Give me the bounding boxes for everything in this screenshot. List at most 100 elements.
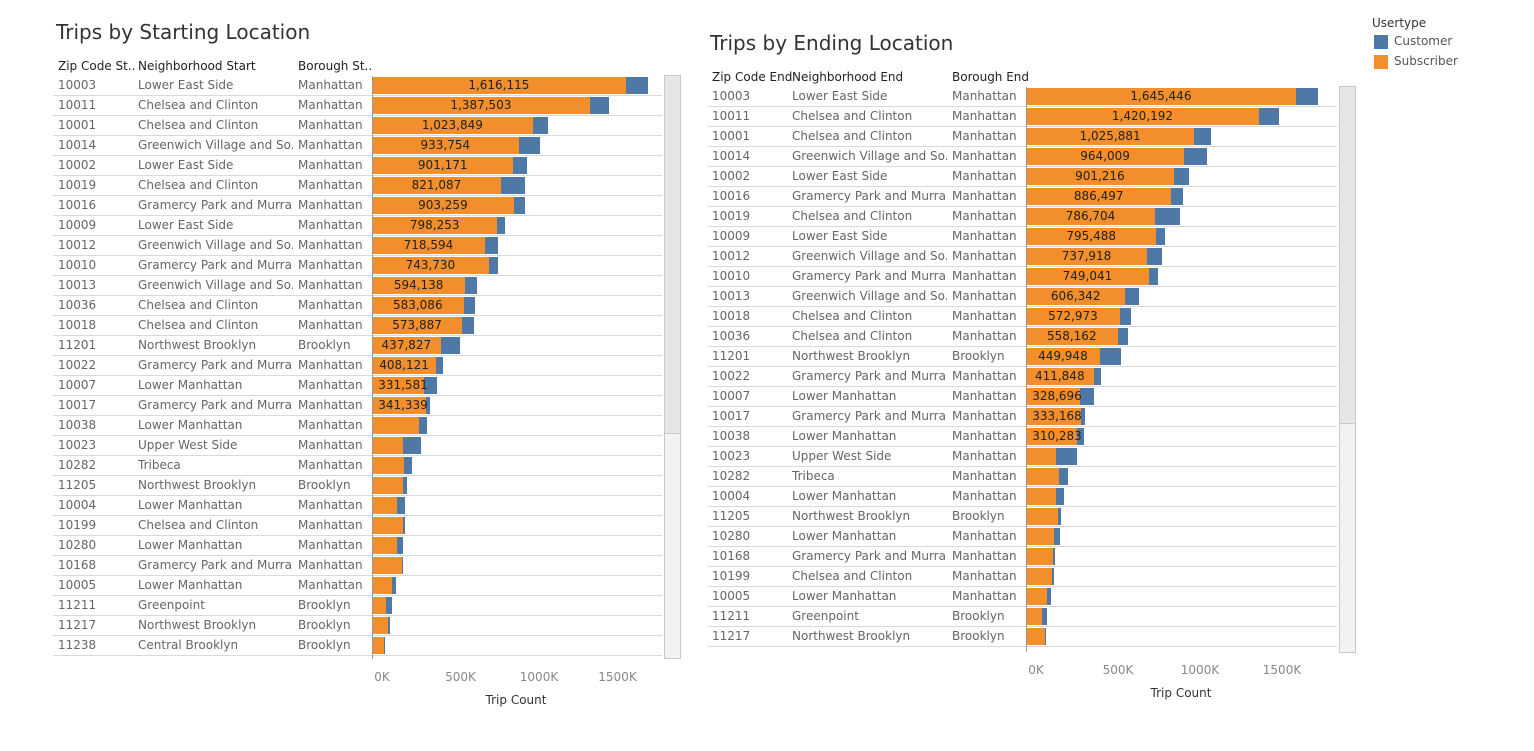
bar-customer[interactable] <box>1076 428 1085 445</box>
table-row[interactable]: 11201 Northwest Brooklyn Brooklyn 437,827 <box>53 336 662 356</box>
table-row[interactable]: 10036 Chelsea and Clinton Manhattan 558,162 <box>707 327 1337 347</box>
table-row[interactable]: 11211 Greenpoint Brooklyn <box>707 607 1337 627</box>
bar-customer[interactable] <box>1053 528 1060 545</box>
bar-subscriber[interactable] <box>372 377 425 394</box>
bar-subscriber[interactable] <box>1026 548 1054 565</box>
bar-customer[interactable] <box>1057 508 1062 525</box>
bar-subscriber[interactable] <box>1026 128 1195 145</box>
col-header-zip-end[interactable]: Zip Code End <box>712 70 793 84</box>
table-row[interactable]: 10199 Chelsea and Clinton Manhattan <box>707 567 1337 587</box>
bar-customer[interactable] <box>1184 148 1208 165</box>
bar-customer[interactable] <box>436 357 444 374</box>
table-row[interactable]: 10017 Gramercy Park and Murra.. Manhattan 3… <box>707 407 1337 427</box>
bar-subscriber[interactable] <box>372 197 514 214</box>
bar-customer[interactable] <box>1194 128 1212 145</box>
bar-customer[interactable] <box>1258 108 1279 125</box>
bar-customer[interactable] <box>463 297 475 314</box>
bar-customer[interactable] <box>513 197 525 214</box>
bar-customer[interactable] <box>1053 548 1055 565</box>
table-row[interactable]: 10280 Lower Manhattan Manhattan <box>707 527 1337 547</box>
bar-subscriber[interactable] <box>372 477 404 494</box>
bar-subscriber[interactable] <box>372 77 626 94</box>
bar-customer[interactable] <box>424 377 437 394</box>
start-scrollbar[interactable] <box>664 75 681 659</box>
table-row[interactable]: 10011 Chelsea and Clinton Manhattan 1,387,5… <box>53 96 662 116</box>
bar-customer[interactable] <box>425 397 430 414</box>
bar-subscriber[interactable] <box>372 577 392 594</box>
bar-customer[interactable] <box>402 517 405 534</box>
table-row[interactable]: 10168 Gramercy Park and Murra.. Manhattan <box>53 556 662 576</box>
bar-subscriber[interactable] <box>372 137 519 154</box>
bar-subscriber[interactable] <box>1026 88 1296 105</box>
bar-subscriber[interactable] <box>1026 528 1054 545</box>
col-header-neighborhood-end[interactable]: Neighborhood End <box>792 70 904 84</box>
bar-customer[interactable] <box>419 417 427 434</box>
bar-subscriber[interactable] <box>1026 568 1053 585</box>
bar-subscriber[interactable] <box>1026 448 1057 465</box>
bar-subscriber[interactable] <box>1026 388 1080 405</box>
table-row[interactable]: 10168 Gramercy Park and Murra.. Manhattan <box>707 547 1337 567</box>
table-row[interactable]: 11205 Northwest Brooklyn Brooklyn <box>707 507 1337 527</box>
bar-customer[interactable] <box>401 557 404 574</box>
table-row[interactable]: 10282 Tribeca Manhattan <box>707 467 1337 487</box>
bar-subscriber[interactable] <box>372 597 387 614</box>
bar-subscriber[interactable] <box>372 317 463 334</box>
table-row[interactable]: 11217 Northwest Brooklyn Brooklyn <box>53 616 662 636</box>
bar-subscriber[interactable] <box>372 457 405 474</box>
bar-customer[interactable] <box>500 177 526 194</box>
table-row[interactable]: 10018 Chelsea and Clinton Manhattan 572,973 <box>707 307 1337 327</box>
bar-subscriber[interactable] <box>372 157 514 174</box>
table-row[interactable]: 10007 Lower Manhattan Manhattan 328,696 <box>707 387 1337 407</box>
table-row[interactable]: 10010 Gramercy Park and Murra.. Manhattan 7… <box>53 256 662 276</box>
end-scrollbar-thumb[interactable] <box>1340 87 1355 424</box>
bar-subscriber[interactable] <box>372 237 485 254</box>
bar-customer[interactable] <box>1056 488 1064 505</box>
table-row[interactable]: 10013 Greenwich Village and So.. Manhattan… <box>53 276 662 296</box>
table-row[interactable]: 10004 Lower Manhattan Manhattan <box>707 487 1337 507</box>
bar-customer[interactable] <box>383 637 386 654</box>
table-row[interactable]: 10016 Gramercy Park and Murra.. Manhattan 8… <box>707 187 1337 207</box>
table-row[interactable]: 10009 Lower East Side Manhattan 798,253 <box>53 216 662 236</box>
bar-subscriber[interactable] <box>1026 428 1077 445</box>
bar-customer[interactable] <box>1046 588 1051 605</box>
bar-customer[interactable] <box>1156 228 1165 245</box>
table-row[interactable]: 10023 Upper West Side Manhattan <box>53 436 662 456</box>
bar-subscriber[interactable] <box>372 417 420 434</box>
bar-customer[interactable] <box>1148 268 1158 285</box>
bar-customer[interactable] <box>513 157 527 174</box>
bar-customer[interactable] <box>1058 468 1068 485</box>
bar-subscriber[interactable] <box>372 177 501 194</box>
bar-subscriber[interactable] <box>1026 208 1156 225</box>
table-row[interactable]: 11238 Central Brooklyn Brooklyn <box>53 636 662 656</box>
bar-subscriber[interactable] <box>1026 588 1047 605</box>
table-row[interactable]: 10005 Lower Manhattan Manhattan <box>53 576 662 596</box>
bar-customer[interactable] <box>1052 568 1054 585</box>
table-row[interactable]: 10010 Gramercy Park and Murra.. Manhattan 7… <box>707 267 1337 287</box>
bar-customer[interactable] <box>391 577 396 594</box>
bar-subscriber[interactable] <box>372 337 441 354</box>
bar-subscriber[interactable] <box>372 217 498 234</box>
table-row[interactable]: 10282 Tribeca Manhattan <box>53 456 662 476</box>
table-row[interactable]: 10011 Chelsea and Clinton Manhattan 1,420,1… <box>707 107 1337 127</box>
bar-subscriber[interactable] <box>1026 248 1148 265</box>
bar-subscriber[interactable] <box>1026 228 1157 245</box>
col-header-borough-start[interactable]: Borough St.. <box>298 59 373 73</box>
start-scrollbar-thumb[interactable] <box>665 76 680 434</box>
bar-customer[interactable] <box>488 257 499 274</box>
table-row[interactable]: 10019 Chelsea and Clinton Manhattan 786,704 <box>707 207 1337 227</box>
table-row[interactable]: 10007 Lower Manhattan Manhattan 331,581 <box>53 376 662 396</box>
table-row[interactable]: 10038 Lower Manhattan Manhattan 310,283 <box>707 427 1337 447</box>
table-row[interactable]: 10004 Lower Manhattan Manhattan <box>53 496 662 516</box>
table-row[interactable]: 10013 Greenwich Village and So.. Manhattan… <box>707 287 1337 307</box>
bar-subscriber[interactable] <box>1026 268 1149 285</box>
bar-subscriber[interactable] <box>1026 148 1185 165</box>
bar-customer[interactable] <box>518 137 540 154</box>
bar-customer[interactable] <box>440 337 461 354</box>
table-row[interactable]: 10022 Gramercy Park and Murra.. Manhattan 4… <box>707 367 1337 387</box>
bar-customer[interactable] <box>1117 328 1129 345</box>
bar-customer[interactable] <box>1056 448 1077 465</box>
col-header-neighborhood-start[interactable]: Neighborhood Start <box>138 59 256 73</box>
bar-subscriber[interactable] <box>1026 628 1045 645</box>
bar-customer[interactable] <box>497 217 506 234</box>
bar-customer[interactable] <box>1173 168 1190 185</box>
